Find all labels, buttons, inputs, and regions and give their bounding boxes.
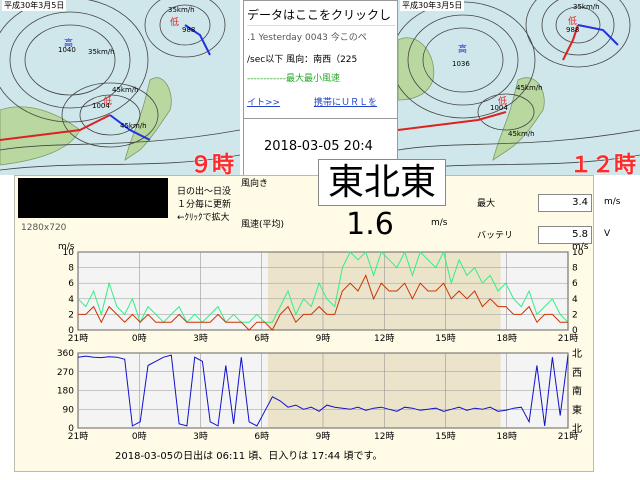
series-line-0 — [77, 354, 569, 427]
high-pressure-label: 高 — [64, 39, 74, 49]
x-tick-label: 18時 — [497, 431, 517, 442]
direction-label: 東 — [572, 403, 582, 416]
divider — [244, 118, 397, 119]
wind-speed-tag: 45km/h — [120, 122, 147, 130]
y-tick-label: 4 — [68, 295, 74, 305]
x-tick-label: 12時 — [374, 431, 394, 442]
wind-direction-label: 風向き — [241, 179, 269, 189]
battery-label: バッテリ — [477, 231, 514, 241]
data-link-text[interactable]: データはここをクリックし — [247, 5, 395, 26]
y-tick-label-right: 0 — [572, 326, 578, 336]
weather-map-12pm[interactable]: 平成30年3月5日 高 1036 低 988 35km/h 低 1004 45k… — [398, 0, 640, 175]
click-zoom-note[interactable]: ←ｸﾘｯｸで拡大 — [177, 213, 230, 223]
resolution-text: 1280x720 — [21, 223, 67, 233]
wind-speed-tag: 35km/h — [168, 6, 195, 14]
series-line-0 — [77, 250, 569, 324]
web-page-popup[interactable]: データはここをクリックし .1 Yesterday 0043 今このペ /sec… — [243, 0, 398, 180]
x-tick-label: 18時 — [497, 333, 517, 344]
x-tick-label: 15時 — [435, 431, 455, 442]
y-tick-label: 8 — [68, 264, 74, 274]
direction-label: 西 — [572, 368, 582, 379]
pressure-value: 1004 — [490, 104, 508, 112]
direction-label: 南 — [572, 385, 582, 398]
x-tick-label: 0時 — [132, 431, 147, 442]
high-pressure-label: 高 — [458, 45, 468, 55]
x-tick-label: 9時 — [316, 333, 331, 344]
wind-speed-tag: 35km/h — [88, 48, 115, 56]
pressure-value: 1040 — [58, 46, 76, 54]
y-axis-label: m/s — [58, 242, 75, 252]
y-tick-label: 180 — [57, 387, 74, 397]
wind-speed-tag: 45km/h — [112, 86, 139, 94]
wind-speed-tag: 35km/h — [573, 3, 600, 11]
series-line-1 — [78, 274, 568, 331]
low-pressure-label: 低 — [170, 18, 180, 28]
timestamp: 2018-03-05 20:4 — [264, 139, 373, 154]
wind-speed-label: 風速(平均) — [241, 220, 285, 230]
wind-speed-value: 1.6 — [346, 207, 394, 242]
wind-direction-value: 東北東 — [318, 159, 446, 206]
y-tick-label: 2 — [68, 310, 74, 320]
black-image-block[interactable] — [18, 178, 168, 218]
battery-value-box: 5.8 — [538, 226, 592, 244]
low-pressure-label: 低 — [498, 97, 508, 107]
map-time-label: １２時 — [570, 153, 637, 175]
pressure-value: 1036 — [452, 60, 470, 68]
pressure-value: 988 — [566, 26, 580, 34]
wind-speed-unit: m/s — [431, 218, 448, 228]
x-tick-label: 21時 — [68, 431, 88, 442]
x-tick-label: 3時 — [193, 333, 208, 344]
yesterday-link[interactable]: .1 Yesterday 0043 今このペ — [247, 33, 367, 43]
x-tick-label: 6時 — [254, 431, 269, 442]
x-tick-label: 15時 — [435, 333, 455, 344]
map-date-header: 平成30年3月5日 — [400, 0, 465, 11]
map-time-label: ９時 — [190, 153, 235, 175]
y-tick-label: 0 — [68, 424, 74, 434]
pressure-value: 988 — [182, 26, 196, 34]
update-interval-note: １分毎に更新 — [177, 200, 232, 210]
max-value-box: 3.4 — [538, 194, 592, 212]
x-tick-label: 21時 — [558, 431, 578, 442]
low-pressure-label: 低 — [568, 17, 578, 27]
direction-label: 北 — [572, 348, 582, 360]
y-axis-label-right: m/s — [572, 242, 589, 252]
map-date-header: 平成30年3月5日 — [2, 0, 67, 11]
x-tick-label: 3時 — [193, 431, 208, 442]
wind-speed-tag: 45km/h — [508, 130, 535, 138]
y-tick-label: 0 — [68, 326, 74, 336]
y-tick-label: 90 — [63, 405, 75, 415]
sun-times-footer: 2018-03-05の日出は 06:11 頃、日入りは 17:44 頃です。 — [115, 451, 383, 462]
x-tick-label: 9時 — [316, 431, 331, 442]
y-tick-label-right: 4 — [572, 295, 578, 305]
y-tick-label-right: 2 — [572, 310, 578, 320]
sunrise-sunset-note: 日の出～日没 — [177, 187, 232, 197]
max-unit: m/s — [604, 197, 621, 207]
pressure-value: 1004 — [92, 102, 110, 110]
x-tick-label: 21時 — [68, 333, 88, 344]
low-pressure-label: 低 — [103, 97, 113, 107]
x-tick-label: 12時 — [374, 333, 394, 344]
x-tick-label: 6時 — [254, 333, 269, 344]
wind-info-text: /sec以下 風向：南西（225 — [247, 55, 358, 65]
y-tick-label: 6 — [68, 279, 74, 289]
x-tick-label: 21時 — [558, 333, 578, 344]
y-tick-label-right: 6 — [572, 279, 578, 289]
y-tick-label: 270 — [57, 368, 74, 378]
weather-map-9am[interactable]: 平成30年3月5日 高 1040 35km/h 低 988 35km/h 低 1… — [0, 0, 240, 175]
legend-text: ------------最大最小風速 — [247, 74, 340, 84]
wind-speed-tag: 45km/h — [516, 84, 543, 92]
max-label: 最大 — [477, 199, 496, 209]
y-tick-label: 360 — [57, 349, 74, 359]
x-tick-label: 0時 — [132, 333, 147, 344]
mobile-url-link[interactable]: 携帯にＵＲＬを — [314, 98, 378, 108]
battery-unit: V — [604, 229, 611, 239]
site-link[interactable]: イト>> — [247, 98, 281, 108]
direction-label: 北 — [572, 423, 582, 435]
y-tick-label-right: 10 — [572, 248, 584, 258]
y-tick-label-right: 8 — [572, 264, 578, 274]
y-tick-label: 10 — [63, 248, 75, 258]
